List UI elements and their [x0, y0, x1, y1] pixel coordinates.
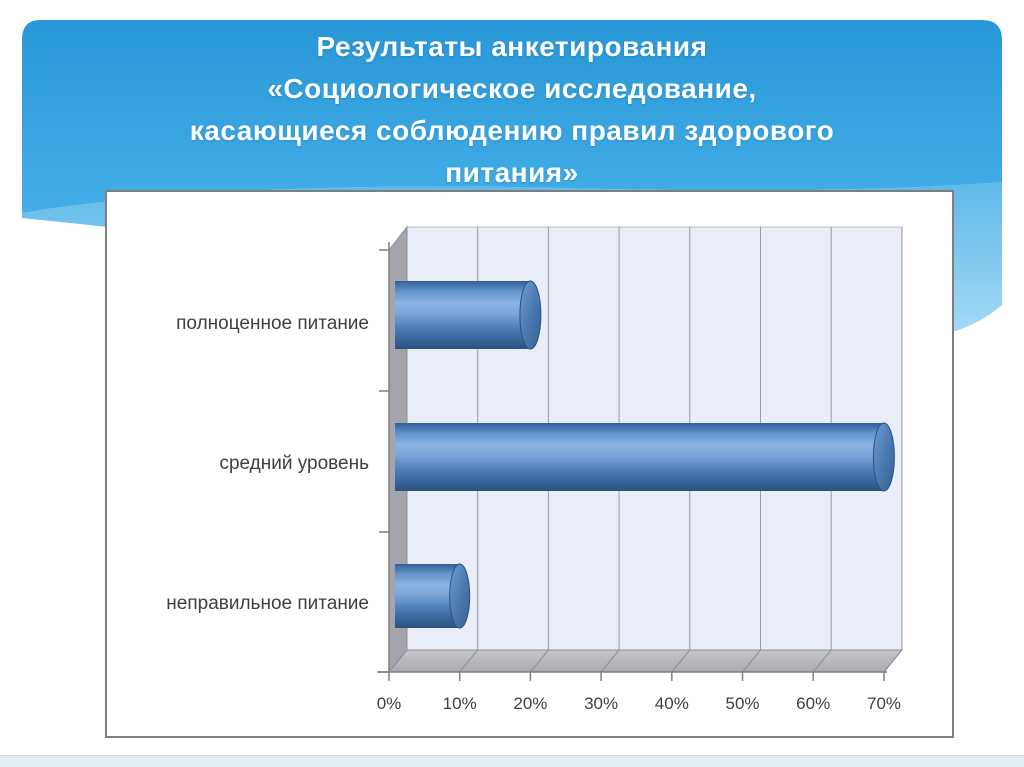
- floor-diagonals: [459, 649, 903, 673]
- x-tick-label: 70%: [867, 694, 901, 713]
- bar-cap: [449, 563, 471, 629]
- title-banner-shape: [22, 20, 1002, 213]
- bar-body: [395, 281, 531, 349]
- category-label: средний уровень: [219, 453, 369, 474]
- bottom-accent-band: [0, 755, 1024, 767]
- category-label: полноценное питание: [176, 313, 369, 334]
- x-tick-label: 50%: [725, 694, 759, 713]
- x-tick-label: 60%: [796, 694, 830, 713]
- x-axis: [377, 671, 887, 681]
- bar-cap: [519, 280, 542, 350]
- floor: [387, 649, 904, 673]
- title-line-3: касающиеся соблюдению правил здорового: [189, 115, 835, 146]
- title-line-1: Результаты анкетирования: [316, 31, 708, 62]
- chart-frame: полноценное питание средний уровень непр…: [105, 190, 954, 738]
- x-tick-label: 20%: [513, 694, 547, 713]
- bar-body: [395, 423, 884, 491]
- page-title: Результаты анкетирования «Социологическо…: [22, 26, 1002, 194]
- title-line-2: «Социологическое исследование,: [267, 73, 757, 104]
- x-tick-label: 30%: [584, 694, 618, 713]
- bar-row: [395, 422, 895, 492]
- x-tick-label: 0%: [377, 694, 402, 713]
- x-tick-label: 10%: [443, 694, 477, 713]
- bar-body: [395, 564, 460, 628]
- bar-cap: [872, 422, 895, 492]
- title-line-4: питания»: [445, 157, 579, 188]
- bar-row: [395, 563, 471, 629]
- bar-chart: полноценное питание средний уровень непр…: [166, 225, 904, 713]
- category-label: неправильное питание: [166, 593, 369, 614]
- bar-row: [395, 280, 542, 350]
- x-tick-label: 40%: [655, 694, 689, 713]
- y-axis: [379, 242, 390, 673]
